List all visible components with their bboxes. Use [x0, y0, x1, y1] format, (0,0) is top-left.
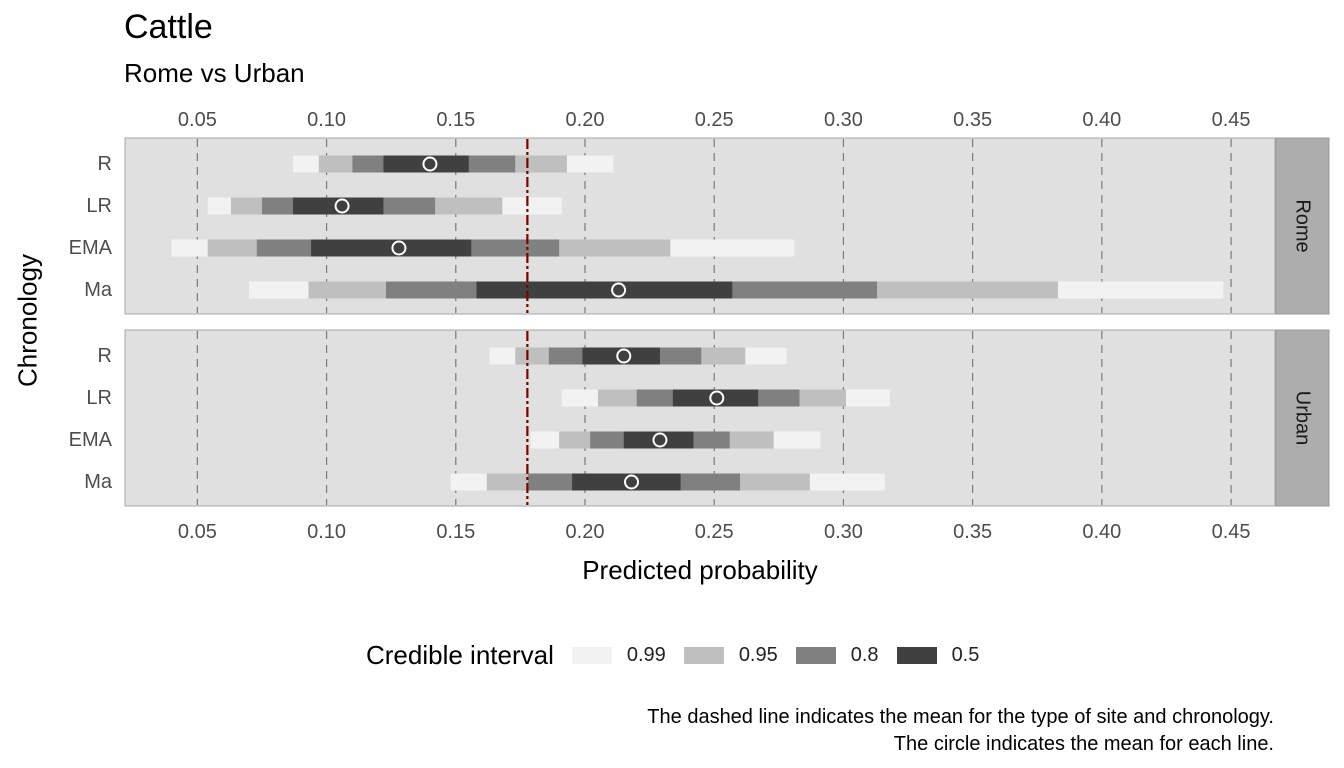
mean-point: [652, 432, 668, 448]
y-tick-label: LR: [86, 195, 112, 217]
legend-label-05: 0.5: [951, 643, 980, 666]
x-tick-label-bottom: 0.40: [1082, 521, 1121, 543]
mean-point: [709, 390, 725, 406]
interval-50: [672, 389, 759, 407]
caption-line-1: The dashed line indicates the mean for t…: [647, 706, 1274, 728]
facet-strip-label: Rome: [1292, 199, 1314, 252]
x-tick-label-bottom: 0.30: [824, 521, 863, 543]
x-tick-label-top: 0.25: [695, 109, 734, 131]
y-tick-label: Ma: [84, 279, 113, 301]
mean-point: [616, 348, 632, 364]
y-tick-label: R: [98, 345, 112, 367]
facet-strip: [1275, 137, 1330, 315]
interval-50: [623, 431, 694, 449]
x-tick-label-top: 0.20: [566, 109, 605, 131]
legend-label-099: 0.99: [626, 643, 666, 666]
legend: Credible interval 0.99 0.95 0.8 0.5: [366, 638, 997, 672]
y-tick-label: LR: [86, 387, 112, 409]
chart-subtitle: Rome vs Urban: [124, 58, 305, 88]
x-tick-label-top: 0.45: [1212, 109, 1251, 131]
mean-point: [624, 474, 640, 490]
x-tick-label-bottom: 0.05: [178, 521, 217, 543]
legend-item-099: 0.99: [571, 643, 666, 667]
x-tick-label-top: 0.40: [1082, 109, 1121, 131]
legend-label-08: 0.8: [850, 643, 879, 666]
x-tick-label-bottom: 0.10: [307, 521, 346, 543]
y-axis-label: Chronology: [12, 254, 43, 387]
mean-point: [391, 240, 407, 256]
chart-title: Cattle: [124, 8, 213, 46]
x-tick-label-top: 0.35: [953, 109, 992, 131]
x-tick-label-bottom: 0.20: [566, 521, 605, 543]
legend-swatch-05: [896, 646, 937, 664]
legend-item-08: 0.8: [795, 643, 879, 667]
legend-swatch-08: [795, 646, 836, 664]
legend-label-095: 0.95: [738, 643, 778, 666]
x-tick-label-top: 0.10: [307, 109, 346, 131]
x-tick-label-top: 0.05: [178, 109, 217, 131]
y-tick-label: R: [98, 153, 112, 175]
legend-title: Credible interval: [366, 639, 554, 670]
mean-point: [611, 282, 627, 298]
caption-line-2: The circle indicates the mean for each l…: [893, 733, 1274, 755]
facet-strip-label: Urban: [1292, 391, 1314, 445]
legend-swatch-099: [571, 646, 612, 664]
x-tick-label-bottom: 0.35: [953, 521, 992, 543]
x-tick-label-bottom: 0.45: [1212, 521, 1251, 543]
legend-item-05: 0.5: [896, 643, 980, 667]
interval-50: [311, 239, 472, 257]
mean-point: [422, 156, 438, 172]
caption: The dashed line indicates the mean for t…: [647, 704, 1274, 758]
legend-item-095: 0.95: [683, 643, 778, 667]
y-tick-label: EMA: [69, 429, 113, 451]
x-tick-label-bottom: 0.25: [695, 521, 734, 543]
interval-50: [582, 347, 660, 365]
x-tick-label-top: 0.30: [824, 109, 863, 131]
interval-50: [292, 197, 384, 215]
mean-point: [334, 198, 350, 214]
x-tick-label-top: 0.15: [436, 109, 475, 131]
legend-swatch-095: [683, 646, 724, 664]
interval-50: [383, 155, 469, 173]
y-tick-label: EMA: [69, 237, 113, 259]
y-tick-label: Ma: [84, 471, 113, 493]
facet-strip: [1275, 329, 1330, 507]
x-axis-label: Predicted probability: [582, 555, 818, 585]
interval-50: [476, 281, 733, 299]
interval-50: [572, 473, 681, 491]
x-tick-label-bottom: 0.15: [436, 521, 475, 543]
